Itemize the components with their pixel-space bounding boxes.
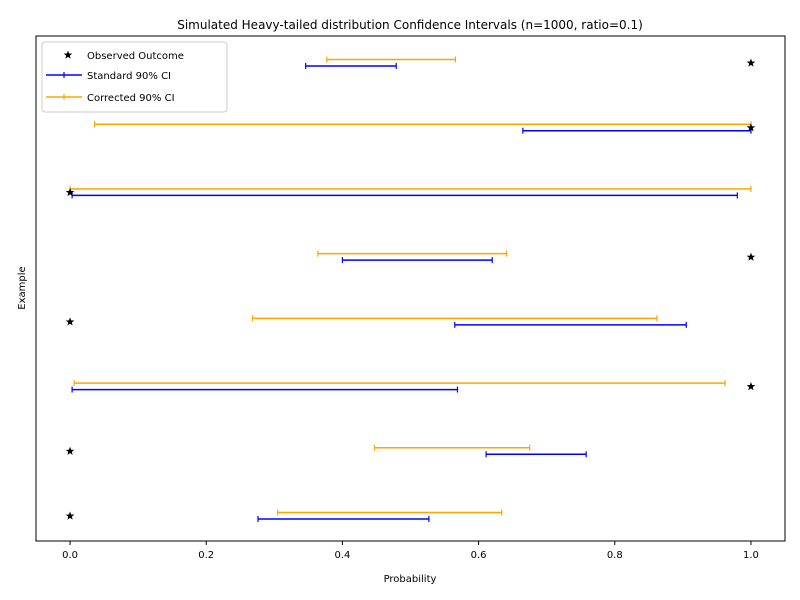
legend-marker-corrected (46, 94, 82, 100)
x-tick-label-1: 0.2 (198, 550, 214, 561)
observed-point-7 (746, 58, 756, 67)
corrected-ci-7 (326, 56, 457, 63)
legend-marker-standard (46, 72, 82, 78)
standard-ci-5 (71, 192, 738, 199)
standard-ci-4 (341, 257, 493, 264)
legend-label-standard: Standard 90% CI (87, 71, 171, 82)
observed-point-4 (746, 252, 756, 261)
y-axis-label: Example (17, 266, 28, 309)
observed-point-3 (65, 317, 75, 326)
observed-point-1 (65, 446, 75, 455)
standard-ci-0 (257, 516, 430, 522)
observed-point-2 (746, 382, 756, 391)
corrected-ci-2 (73, 380, 726, 387)
legend-marker-observed (63, 50, 73, 59)
x-axis-label: Probability (384, 574, 437, 585)
corrected-ci-0 (277, 509, 503, 516)
corrected-ci-5 (69, 185, 752, 192)
corrected-ci-3 (251, 315, 658, 322)
legend-box (41, 41, 228, 113)
x-axis: 0.0 0.2 0.4 0.6 0.8 1.0 (62, 541, 759, 561)
legend-label-observed: Observed Outcome (87, 51, 184, 62)
x-tick-label-0: 0.0 (62, 550, 78, 561)
observed-point-0 (65, 511, 75, 520)
x-tick-label-2: 0.4 (334, 550, 350, 561)
corrected-ci-6 (93, 121, 752, 128)
standard-ci-7 (305, 63, 397, 69)
standard-ci-2 (71, 386, 459, 393)
corrected-ci-1 (373, 444, 531, 451)
observed-point-6 (746, 123, 756, 132)
legend: Observed Outcome Standard 90% CI Corrected… (41, 41, 228, 113)
standard-ci-3 (454, 321, 687, 328)
plot-area (65, 56, 756, 522)
axes-frame (35, 35, 786, 542)
observed-point-5 (65, 187, 75, 197)
standard-ci-6 (522, 127, 752, 134)
x-tick-label-3: 0.6 (471, 550, 487, 561)
x-tick-label-4: 0.8 (607, 550, 623, 561)
x-tick-label-5: 1.0 (743, 550, 759, 561)
standard-ci-1 (485, 451, 587, 458)
corrected-ci-4 (317, 250, 508, 257)
chart-title: Simulated Heavy-tailed distribution Conf… (177, 18, 643, 32)
legend-label-corrected: Corrected 90% CI (87, 93, 175, 104)
